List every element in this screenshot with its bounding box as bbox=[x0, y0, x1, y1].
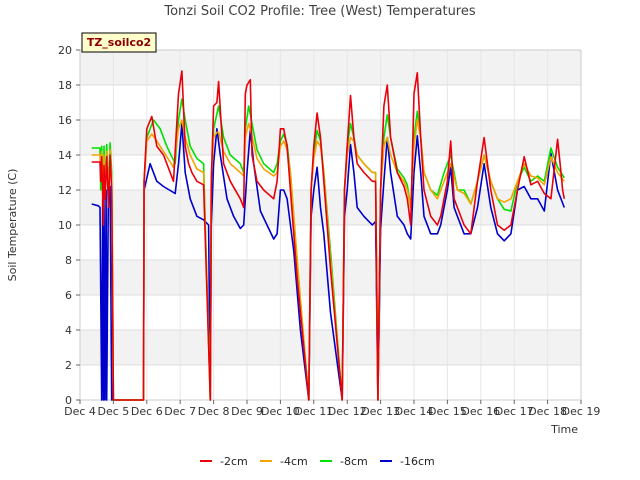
y-tick-label: 0 bbox=[65, 394, 72, 407]
x-tick-label: Dec 7 bbox=[164, 405, 196, 418]
x-tick-label: Dec 12 bbox=[328, 405, 367, 418]
y-tick-label: 2 bbox=[65, 359, 72, 372]
x-tick-label: Dec 11 bbox=[294, 405, 333, 418]
y-tick-label: 4 bbox=[65, 324, 72, 337]
x-tick-label: Dec 4 bbox=[64, 405, 96, 418]
y-tick-label: 18 bbox=[58, 79, 72, 92]
x-tick-label: Dec 18 bbox=[528, 405, 567, 418]
legend-label: -16cm bbox=[400, 455, 435, 468]
x-tick-label: Dec 9 bbox=[231, 405, 263, 418]
y-tick-label: 16 bbox=[58, 114, 72, 127]
x-tick-label: Dec 10 bbox=[261, 405, 300, 418]
plot-band bbox=[80, 85, 581, 120]
x-tick-label: Dec 6 bbox=[131, 405, 163, 418]
legend-label: -4cm bbox=[280, 455, 308, 468]
legend: -2cm -4cm -8cm -16cm bbox=[200, 455, 435, 468]
series-layer bbox=[91, 70, 566, 401]
x-tick-label: Dec 15 bbox=[428, 405, 467, 418]
plot-band bbox=[80, 190, 581, 225]
x-tick-label: Dec 14 bbox=[395, 405, 434, 418]
y-axis-ticks: 0 2 4 6 8 10 12 14 16 18 20 bbox=[58, 44, 80, 407]
legend-label: -8cm bbox=[340, 455, 368, 468]
y-tick-label: 12 bbox=[58, 184, 72, 197]
plot-band bbox=[80, 155, 581, 190]
y-tick-label: 10 bbox=[58, 219, 72, 232]
x-tick-label: Dec 5 bbox=[98, 405, 130, 418]
plot-band bbox=[80, 365, 581, 400]
annotation-text: TZ_soilco2 bbox=[87, 36, 151, 49]
plot-band bbox=[80, 50, 581, 85]
chart-title: Tonzi Soil CO2 Profile: Tree (West) Temp… bbox=[163, 4, 476, 19]
x-tick-label: Dec 8 bbox=[198, 405, 230, 418]
x-tick-label: Dec 19 bbox=[562, 405, 601, 418]
annotation-box: TZ_soilco2 bbox=[81, 32, 157, 53]
y-tick-label: 8 bbox=[65, 254, 72, 267]
y-tick-label: 20 bbox=[58, 44, 72, 57]
series-line-neg2cm bbox=[91, 70, 566, 401]
x-axis-label: Time bbox=[550, 423, 578, 436]
x-tick-label: Dec 16 bbox=[461, 405, 500, 418]
y-tick-label: 14 bbox=[58, 149, 72, 162]
x-tick-label: Dec 13 bbox=[361, 405, 400, 418]
plot-band bbox=[80, 330, 581, 365]
y-axis-label: Soil Temperature (C) bbox=[6, 169, 19, 282]
legend-label: -2cm bbox=[220, 455, 248, 468]
y-tick-label: 6 bbox=[65, 289, 72, 302]
x-tick-label: Dec 17 bbox=[495, 405, 534, 418]
